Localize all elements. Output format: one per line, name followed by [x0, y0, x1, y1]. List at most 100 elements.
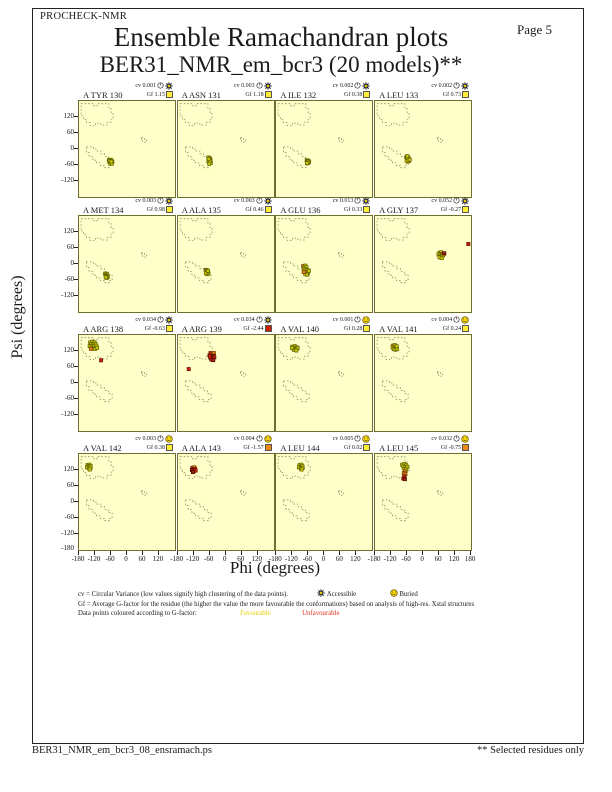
x-tick-label: 120	[448, 555, 460, 563]
y-tick	[74, 469, 78, 470]
x-tick	[240, 551, 242, 555]
subplot-stats: cv 0.034 Gf -0.63	[135, 315, 173, 333]
gf-colour-square	[264, 325, 272, 332]
ramachandran-subplot	[275, 100, 374, 198]
subplot-header: A ASN 131 cv 0.003 Gf 1.18	[177, 81, 273, 100]
ramachandran-subplot	[78, 334, 176, 432]
x-tick-label: -60	[401, 555, 411, 563]
residue-label: A GLU 136	[280, 205, 321, 215]
subplot-header: A ALA 143 cv 0.004 Gf -1.57	[177, 434, 273, 453]
residue-label: A ARG 139	[181, 324, 222, 334]
cv-value: cv 0.003	[234, 82, 255, 89]
accessible-star-icon	[461, 81, 469, 90]
cv-value: cv 0.002	[431, 82, 453, 89]
accessible-star-icon	[264, 315, 272, 324]
gf-colour-square	[363, 206, 371, 213]
core-region-outline	[338, 252, 345, 258]
gf-value: Gf -2.44	[243, 325, 264, 332]
x-tick	[224, 551, 226, 555]
x-tick	[158, 551, 159, 555]
subplot-stats: cv 0.005 Gf 0.02	[333, 434, 371, 452]
x-tick	[208, 551, 210, 555]
core-region-outline	[86, 146, 113, 169]
x-tick-label: 0	[321, 555, 326, 563]
footer-note: ** Selected residues only	[476, 745, 584, 756]
core-region-outline	[437, 371, 444, 377]
gf-colour-square	[166, 206, 173, 213]
x-tick	[355, 551, 357, 555]
legend-cv-text: cv = Circular Variance (low values signi…	[78, 591, 289, 598]
y-tick-label: 0	[70, 496, 75, 505]
core-region-outline	[283, 380, 310, 403]
x-tick	[110, 551, 111, 555]
buried-smiley-icon	[264, 434, 272, 443]
gf-value: Gf -1.57	[243, 444, 264, 451]
subplot-header: A LEU 144 cv 0.005 Gf 0.02	[275, 434, 371, 453]
core-region-outline	[184, 499, 212, 522]
gf-value: Gf 0.46	[245, 206, 264, 213]
x-tick-label: 120	[251, 555, 262, 563]
y-tick-label: -120	[61, 409, 74, 418]
accessible-star-icon	[362, 81, 370, 90]
core-region-outline	[80, 456, 114, 479]
subplot-stats: cv 0.002 Gf 0.73	[431, 81, 470, 99]
y-tick-label: -60	[64, 159, 74, 168]
model-data-point	[305, 272, 310, 277]
x-tick	[192, 551, 194, 555]
gf-value: Gf -0.75	[440, 444, 462, 451]
page-title: Ensemble Ramachandran plots	[113, 22, 449, 52]
core-region-outline	[382, 380, 409, 403]
core-region-outline	[184, 261, 212, 284]
legend-favourable-label: Favourable	[240, 610, 271, 617]
subplot-stats: cv 0.004 Gf 0.24	[431, 315, 470, 333]
cv-value: cv 0.034	[234, 316, 255, 323]
x-tick-label: -120	[284, 555, 298, 563]
x-tick-label: 0	[222, 555, 227, 563]
residue-label: A LEU 133	[379, 90, 419, 100]
cv-value: cv 0.003	[234, 197, 255, 204]
model-data-point	[99, 358, 104, 363]
cv-value: cv 0.004	[234, 435, 255, 442]
core-region-outline	[239, 371, 246, 377]
x-tick	[126, 551, 127, 555]
subplot-header: A MET 134 cv 0.003 Gf 0.98	[78, 196, 174, 215]
core-region-outline	[382, 261, 409, 284]
cv-dial-icon	[157, 82, 164, 89]
gf-colour-square	[264, 91, 272, 98]
cv-dial-icon	[354, 435, 361, 442]
ramachandran-subplot	[374, 334, 473, 432]
model-data-point	[109, 159, 114, 164]
y-tick	[74, 501, 78, 502]
x-tick	[94, 551, 95, 555]
core-region-outline	[382, 499, 409, 522]
cv-value: cv 0.002	[332, 82, 354, 89]
core-region-outline	[338, 490, 345, 496]
residue-label: A ALA 143	[181, 443, 221, 453]
cv-value: cv 0.052	[431, 197, 453, 204]
core-region-outline	[179, 456, 213, 479]
y-tick	[74, 279, 78, 280]
y-tick-label: -120	[61, 528, 74, 537]
residue-label: A ARG 138	[83, 324, 124, 334]
subplot-header: A VAL 142 cv 0.003 Gf 0.38	[78, 434, 174, 453]
residue-label: A VAL 140	[280, 324, 319, 334]
ramachandran-subplot	[374, 215, 473, 313]
buried-smiley-icon	[362, 315, 371, 324]
x-tick	[374, 551, 376, 555]
x-tick	[406, 551, 408, 555]
subplot-stats: cv 0.034 Gf -2.44	[234, 315, 272, 333]
model-data-point	[403, 477, 407, 482]
model-data-point	[307, 268, 312, 273]
gf-value: Gf 0.33	[344, 206, 363, 213]
y-tick	[74, 247, 78, 248]
cv-value: cv 0.003	[135, 197, 156, 204]
y-tick	[74, 398, 78, 399]
legend: cv = Circular Variance (low values signi…	[78, 589, 548, 619]
core-region-outline	[179, 337, 213, 360]
page-border	[32, 8, 584, 744]
accessible-star-icon	[165, 81, 173, 90]
y-tick-label: -120	[61, 175, 74, 184]
y-tick-label: 120	[63, 111, 75, 120]
ramachandran-subplot	[275, 215, 374, 313]
gf-colour-square	[363, 91, 371, 98]
